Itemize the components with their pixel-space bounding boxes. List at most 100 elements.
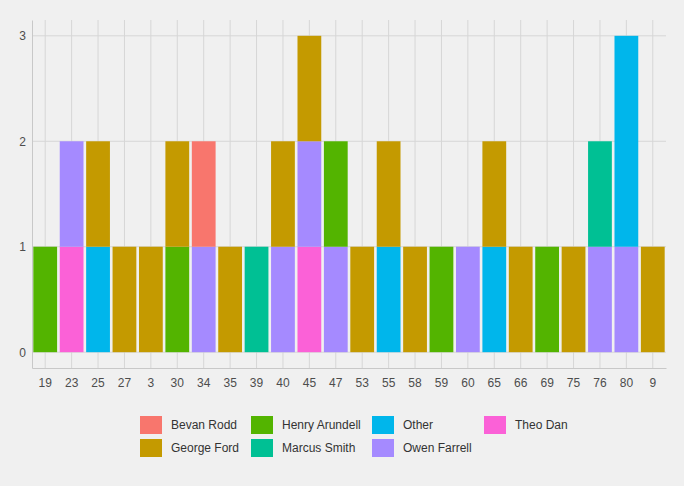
tick-label: 2 (19, 135, 26, 149)
legend-key (372, 439, 394, 457)
tick-label: 59 (435, 376, 449, 390)
bar (86, 141, 110, 142)
legend-key (251, 439, 273, 457)
bar (324, 141, 348, 246)
bar (535, 246, 559, 247)
bar (614, 35, 638, 36)
x-axis: 1923252733034353940454753555859606566697… (33, 368, 667, 390)
tick: 66 (514, 368, 528, 390)
bar (614, 35, 638, 36)
chart: 0123192325273303435394045475355585960656… (0, 0, 684, 486)
tick: 60 (461, 368, 475, 390)
bar (535, 247, 559, 352)
bar (33, 247, 57, 352)
bar (403, 246, 427, 247)
legend-label: Owen Farrell (403, 441, 472, 455)
tick-label: 19 (39, 376, 53, 390)
tick: 1 (19, 240, 32, 254)
tick-label: 9 (649, 376, 656, 390)
tick: 9 (649, 368, 656, 390)
bar (377, 141, 401, 142)
legend-label: Theo Dan (515, 418, 568, 432)
bar (377, 141, 401, 246)
tick-label: 53 (356, 376, 370, 390)
tick: 80 (620, 368, 634, 390)
tick-label: 76 (593, 376, 607, 390)
bar (324, 247, 348, 352)
bar (588, 141, 612, 142)
legend-key (484, 416, 506, 434)
tick: 58 (408, 368, 422, 390)
legend-label: Bevan Rodd (171, 418, 237, 432)
bar (324, 141, 348, 142)
bar (271, 141, 295, 142)
bar (456, 246, 480, 247)
bar (614, 35, 638, 36)
bar (430, 246, 454, 247)
tick-label: 0 (19, 346, 26, 360)
tick: 34 (197, 368, 211, 390)
legend-label: Other (403, 418, 433, 432)
grid-line (32, 35, 666, 36)
bar (588, 141, 612, 142)
tick-label: 60 (461, 376, 475, 390)
tick-label: 27 (118, 376, 132, 390)
background (0, 0, 684, 486)
y-axis: 0 1 2 3 (19, 21, 32, 369)
tick: 27 (118, 368, 132, 390)
bar (456, 246, 480, 247)
bar (324, 141, 348, 142)
tick: 75 (567, 368, 581, 390)
bar (350, 247, 374, 352)
tick: 3 (148, 368, 155, 390)
bar (562, 246, 586, 247)
bar (139, 246, 163, 247)
tick: 45 (303, 368, 317, 390)
bar (430, 247, 454, 352)
bar (456, 247, 480, 352)
tick-label: 69 (540, 376, 554, 390)
bar (192, 247, 216, 352)
bar (614, 247, 638, 352)
tick: 19 (39, 368, 53, 390)
bar (218, 246, 242, 247)
legend-label: Marcus Smith (282, 441, 355, 455)
grid (32, 20, 666, 368)
tick: 3 (19, 29, 32, 43)
bar (60, 141, 84, 142)
bar (297, 141, 321, 246)
bar (165, 141, 189, 246)
bar (456, 246, 480, 247)
tick-label: 80 (620, 376, 634, 390)
bar (139, 247, 163, 352)
bar (297, 35, 321, 36)
axis-line (32, 21, 33, 369)
legend: Bevan RoddGeorge FordHenry ArundellMarcu… (140, 416, 568, 457)
bar (509, 246, 533, 247)
bar (60, 141, 84, 246)
tick-label: 47 (329, 376, 343, 390)
bar (60, 141, 84, 142)
bar (245, 246, 269, 247)
bars (33, 36, 664, 352)
tick: 59 (435, 368, 449, 390)
bar (271, 247, 295, 352)
bar (245, 246, 269, 247)
tick: 30 (171, 368, 185, 390)
bar (60, 141, 84, 142)
bar (562, 247, 586, 352)
bar (297, 247, 321, 352)
tick-label: 75 (567, 376, 581, 390)
bar (245, 247, 269, 352)
bar (86, 141, 110, 246)
tick: 25 (91, 368, 105, 390)
tick-label: 25 (91, 376, 105, 390)
bar (482, 141, 506, 246)
bar (271, 141, 295, 246)
bar (245, 246, 269, 247)
tick-label: 40 (276, 376, 290, 390)
tick-label: 3 (148, 376, 155, 390)
bar (165, 247, 189, 352)
bar (33, 246, 57, 247)
tick: 2 (19, 135, 32, 149)
